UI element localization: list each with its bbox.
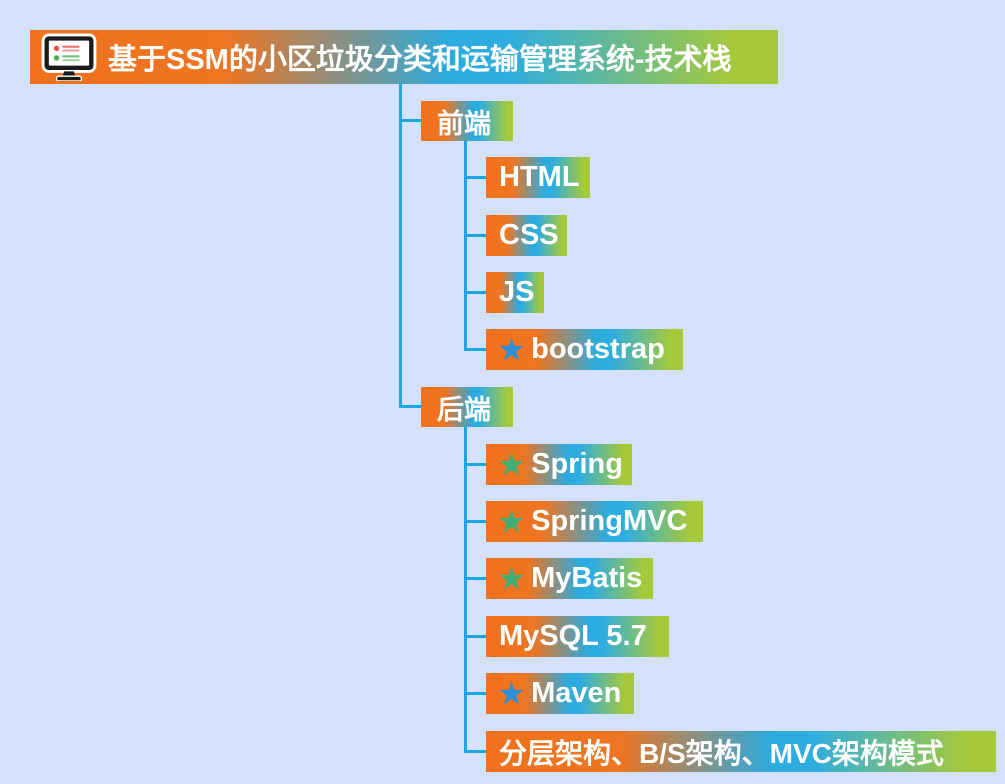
connector-to-css	[464, 234, 486, 237]
leaf-mysql-label: MySQL 5.7	[499, 620, 647, 652]
connector-to-bootstrap	[464, 348, 486, 351]
connector-to-mysql	[464, 635, 486, 638]
leaf-js-label: JS	[499, 276, 535, 308]
connector-backend-trunk	[464, 427, 467, 753]
connector-to-js	[464, 291, 486, 294]
leaf-css[interactable]: CSS	[486, 215, 567, 256]
leaf-html-label: HTML	[499, 161, 580, 193]
leaf-mybatis-label: MyBatis	[531, 562, 643, 594]
leaf-html[interactable]: HTML	[486, 157, 590, 198]
leaf-architecture-label: 分层架构、B/S架构、MVC架构模式	[499, 737, 944, 769]
leaf-architecture[interactable]: 分层架构、B/S架构、MVC架构模式	[486, 731, 996, 772]
branch-backend-label: 后端	[437, 394, 491, 425]
star-icon: ★	[499, 677, 525, 709]
star-icon: ★	[499, 562, 525, 594]
leaf-bootstrap[interactable]: ★ bootstrap	[486, 329, 683, 370]
connector-to-mybatis	[464, 577, 486, 580]
leaf-mysql[interactable]: MySQL 5.7	[486, 616, 669, 657]
leaf-springmvc-label: SpringMVC	[531, 505, 688, 537]
connector-to-maven	[464, 692, 486, 695]
monitor-checklist-icon	[41, 33, 97, 81]
leaf-js[interactable]: JS	[486, 272, 544, 313]
leaf-bootstrap-label: bootstrap	[531, 333, 665, 365]
branch-frontend-label: 前端	[437, 108, 491, 139]
root-topic-label: 基于SSM的小区垃圾分类和运输管理系统-技术栈	[108, 44, 732, 76]
branch-backend[interactable]: 后端	[421, 387, 513, 427]
leaf-springmvc[interactable]: ★ SpringMVC	[486, 501, 703, 542]
branch-frontend[interactable]: 前端	[421, 101, 513, 141]
leaf-maven[interactable]: ★ Maven	[486, 673, 634, 714]
connector-to-spring	[464, 463, 486, 466]
connector-root-to-frontend	[399, 119, 423, 122]
connector-root-to-backend	[399, 405, 423, 408]
connector-to-architecture	[464, 750, 486, 753]
leaf-spring-label: Spring	[531, 448, 623, 480]
connector-to-springmvc	[464, 520, 486, 523]
leaf-spring[interactable]: ★ Spring	[486, 444, 632, 485]
connector-frontend-trunk	[464, 141, 467, 351]
star-icon: ★	[499, 505, 525, 537]
leaf-maven-label: Maven	[531, 677, 622, 709]
connector-root-trunk	[399, 83, 402, 408]
star-icon: ★	[499, 448, 525, 480]
root-topic[interactable]: 基于SSM的小区垃圾分类和运输管理系统-技术栈	[30, 30, 778, 84]
connector-to-html	[464, 176, 486, 179]
star-icon: ★	[499, 333, 525, 365]
leaf-mybatis[interactable]: ★ MyBatis	[486, 558, 653, 599]
leaf-css-label: CSS	[499, 219, 559, 251]
